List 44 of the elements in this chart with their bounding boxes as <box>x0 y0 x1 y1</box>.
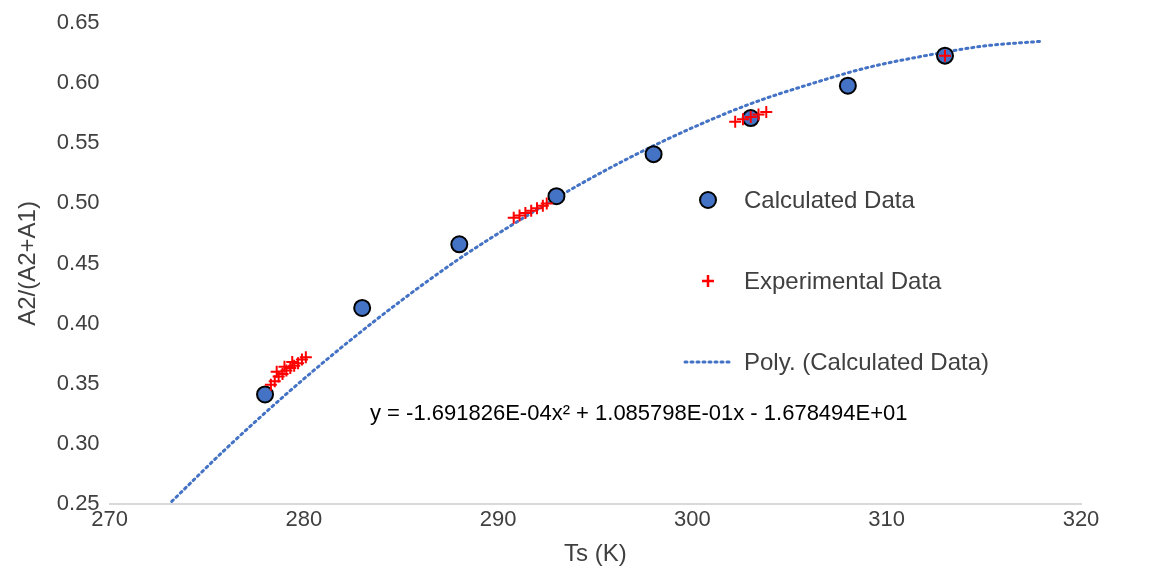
y-tick-label: 0.60 <box>56 69 100 95</box>
point <box>291 356 306 371</box>
point <box>735 112 750 127</box>
point <box>283 361 298 376</box>
legend-label: Calculated Data <box>744 186 915 214</box>
x-tick-label: 300 <box>674 506 711 532</box>
legend-label: Experimental Data <box>744 267 942 295</box>
y-axis-title: A2/(A2+A1) <box>13 201 41 326</box>
x-tick-label: 290 <box>479 506 517 532</box>
y-tick-label: 0.40 <box>56 309 100 335</box>
y-tick-label: 0.45 <box>56 249 100 275</box>
point <box>294 352 309 367</box>
legend-label: Poly. (Calculated Data) <box>744 348 989 376</box>
point <box>539 196 554 211</box>
point <box>838 76 857 95</box>
point <box>263 377 278 392</box>
point <box>256 385 275 404</box>
y-tick-label: 0.55 <box>56 129 100 155</box>
point <box>279 363 294 378</box>
point <box>271 369 286 384</box>
point <box>759 105 774 120</box>
line-series <box>170 39 1044 503</box>
point <box>644 145 663 164</box>
y-tick-label: 0.65 <box>56 9 100 35</box>
point <box>267 374 282 389</box>
y-tick-label: 0.50 <box>56 189 100 215</box>
point <box>450 235 469 254</box>
point <box>298 350 313 365</box>
point <box>277 359 292 374</box>
point <box>512 208 527 223</box>
point <box>751 107 766 122</box>
x-tick-label: 320 <box>1062 506 1100 532</box>
point <box>506 210 521 225</box>
point <box>518 206 533 221</box>
annotation: y = -1.691826E-04x² + 1.085798E-01x - 1.678494E+01 <box>370 400 908 426</box>
y-tick-label: 0.35 <box>56 369 100 395</box>
point <box>547 187 566 206</box>
point <box>743 109 758 124</box>
y-tick-label: 0.30 <box>56 429 100 455</box>
x-tick-label: 310 <box>868 506 906 532</box>
point <box>353 298 372 317</box>
point <box>728 114 743 129</box>
x-axis-title: Ts (K) <box>563 539 627 567</box>
x-tick-label: 280 <box>285 506 323 532</box>
